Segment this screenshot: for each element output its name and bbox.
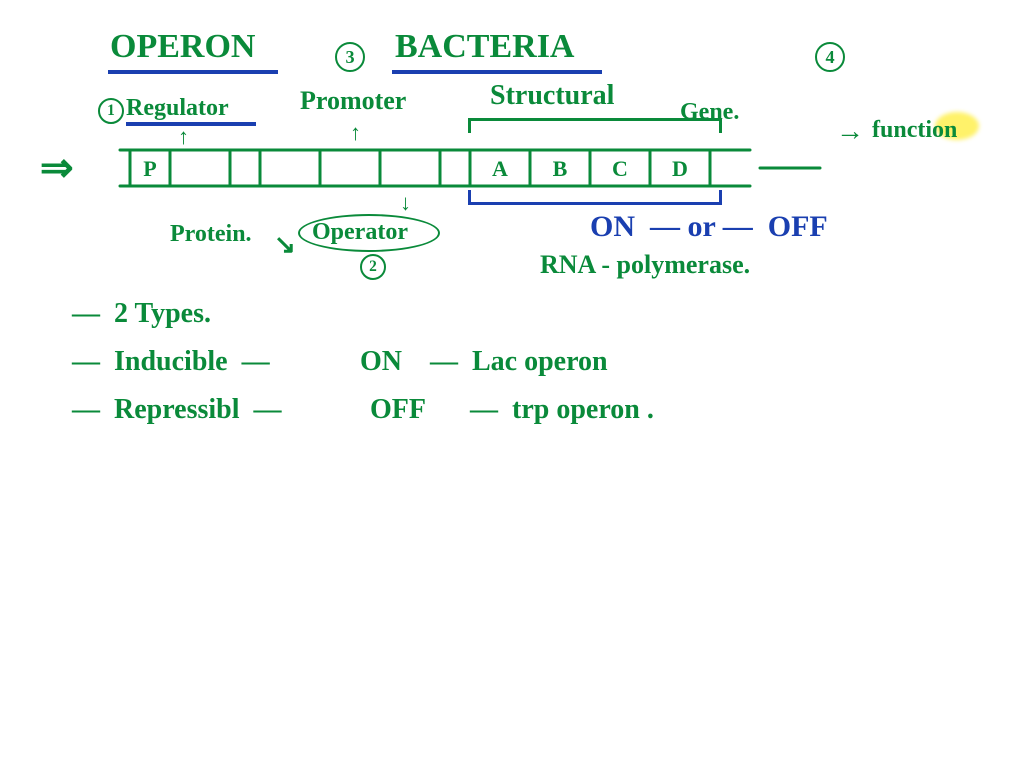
types-line-2a: — Inducible — — [72, 348, 270, 376]
types-line-3b: OFF — [370, 396, 426, 424]
svg-text:B: B — [553, 156, 568, 181]
svg-text:A: A — [492, 156, 508, 181]
types-line-1: — 2 Types. — [72, 300, 211, 328]
arrow-up-regulator-icon: ↑ — [178, 126, 189, 148]
whiteboard: OPERON BACTERIA 3 4 1 Regulator Promoter… — [0, 0, 1024, 768]
svg-text:P: P — [143, 156, 156, 181]
brace-structural-under — [468, 190, 722, 205]
circled-2: 2 — [360, 254, 386, 280]
types-line-2b: ON — [360, 348, 402, 376]
dna-strip: PABCD — [0, 0, 1024, 768]
types-line-3a: — Repressibl — — [72, 396, 282, 424]
arrow-protein-to-operator-icon: ↘ — [274, 232, 296, 258]
arrow-up-promoter-icon: ↑ — [350, 122, 361, 144]
svg-text:D: D — [672, 156, 688, 181]
brace-structural-top — [468, 118, 722, 133]
label-protein: Protein. — [170, 222, 252, 246]
svg-text:C: C — [612, 156, 628, 181]
arrow-down-operator-icon: ↓ — [400, 192, 411, 214]
label-rna-polymerase: RNA - polymerase. — [540, 252, 750, 278]
types-line-2c: — Lac operon — [430, 348, 608, 376]
big-arrow-icon: ⇒ — [40, 148, 74, 188]
label-on-off: ON — or — OFF — [590, 212, 828, 242]
ellipse-operator — [298, 214, 440, 252]
types-line-3c: — trp operon . — [470, 396, 654, 424]
